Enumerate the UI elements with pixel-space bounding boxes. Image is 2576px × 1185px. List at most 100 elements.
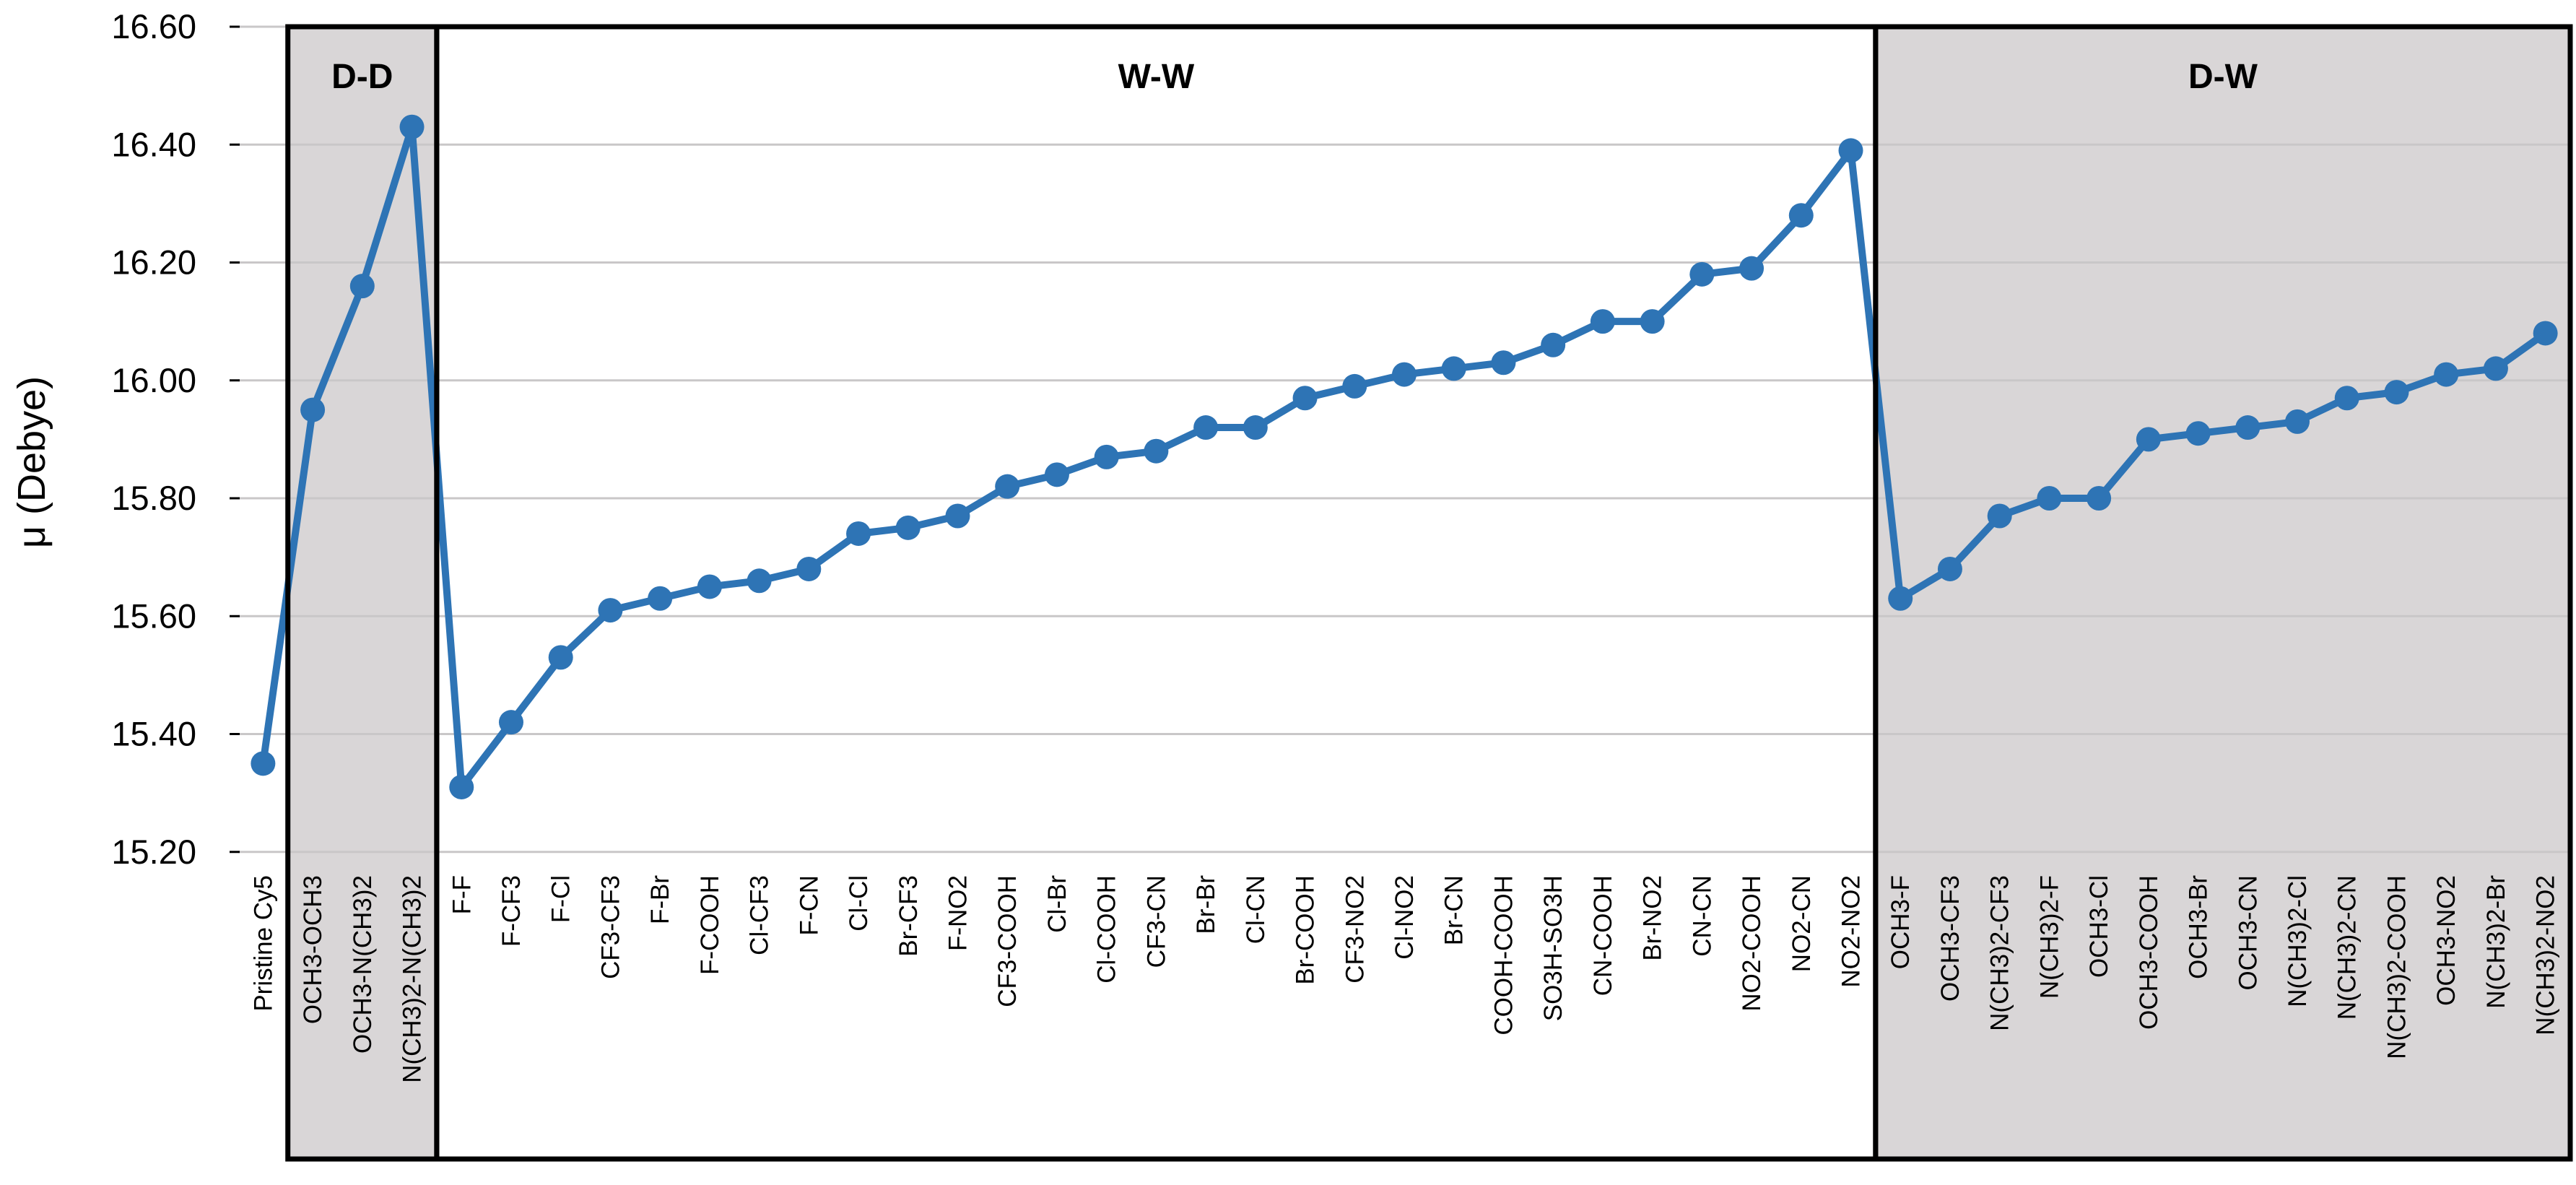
data-point [449, 774, 474, 799]
data-point [2136, 427, 2161, 452]
y-axis-title: μ (Debye) [10, 376, 53, 548]
x-category-label: OCH3-Cl [2085, 875, 2113, 978]
data-point [2533, 321, 2558, 346]
data-point [846, 521, 871, 546]
x-category-label: NO2-COOH [1738, 875, 1766, 1012]
x-category-label: OCH3-OCH3 [299, 875, 327, 1024]
data-point [1292, 386, 1318, 411]
data-point [349, 274, 375, 299]
data-point [1392, 362, 1417, 387]
data-point [300, 397, 326, 422]
data-point [697, 574, 722, 599]
x-category-label: Br-NO2 [1639, 875, 1667, 961]
data-point [548, 645, 573, 670]
x-category-label: OCH3-Br [2185, 875, 2213, 979]
data-point [251, 751, 276, 776]
data-point [1342, 373, 1367, 399]
x-category-label: Cl-COOH [1093, 875, 1121, 984]
x-category-label: OCH3-F [1887, 875, 1915, 969]
data-point [2235, 415, 2260, 440]
x-category-label: SO3H-SO3H [1539, 875, 1567, 1021]
data-point [399, 114, 425, 139]
data-point [2285, 409, 2310, 434]
x-category-label: Cl-Cl [845, 875, 873, 932]
x-category-label: Cl-CF3 [746, 875, 774, 955]
region-fill-D-D [287, 27, 437, 1159]
x-category-label: Br-COOH [1292, 875, 1320, 985]
x-category-label: NO2-NO2 [1837, 875, 1866, 988]
x-category-label: N(CH3)2-COOH [2383, 875, 2411, 1059]
x-category-label: N(CH3)2-Br [2482, 875, 2510, 1009]
data-point [2483, 356, 2508, 381]
x-category-label: Br-Br [1192, 875, 1220, 934]
data-point [2434, 362, 2459, 387]
y-tick-label: 16.00 [111, 361, 196, 399]
data-point [1541, 332, 1566, 357]
data-point [2087, 486, 2112, 511]
x-category-label: CF3-CF3 [596, 875, 625, 979]
x-category-label: CF3-COOH [993, 875, 1022, 1007]
data-point [895, 515, 921, 540]
x-category-label: Br-CF3 [895, 875, 923, 957]
data-point [1193, 415, 1219, 440]
data-point [1094, 444, 1119, 469]
data-point [2334, 386, 2359, 411]
x-category-label: COOH-COOH [1489, 875, 1518, 1036]
data-point [1987, 503, 2012, 529]
data-point [2185, 421, 2211, 446]
x-category-label: F-NO2 [944, 875, 972, 951]
x-category-label: NO2-CN [1788, 875, 1816, 972]
data-point [1044, 462, 1069, 487]
data-point [1243, 415, 1268, 440]
y-tick-label: 16.60 [111, 7, 196, 45]
data-point [2384, 380, 2409, 405]
data-point [945, 503, 970, 529]
x-category-label: N(CH3)2-CN [2333, 875, 2362, 1020]
x-category-label: F-CN [795, 875, 823, 936]
x-category-label: CN-CN [1688, 875, 1716, 957]
x-category-label: Pristine Cy5 [249, 875, 277, 1012]
data-point [1590, 309, 1615, 334]
x-category-label: N(CH3)2-CF3 [1986, 875, 2014, 1031]
region-label-W-W: W-W [1118, 58, 1195, 96]
y-tick-label: 15.20 [111, 833, 196, 871]
data-point [1838, 138, 1863, 163]
data-point [1689, 261, 1715, 287]
data-point [995, 474, 1020, 499]
y-tick-label: 16.20 [111, 243, 196, 282]
y-tick-label: 15.40 [111, 715, 196, 753]
x-category-label: Cl-CN [1242, 875, 1270, 944]
data-point [1739, 256, 1765, 281]
data-point [1788, 203, 1814, 228]
data-point [648, 586, 673, 611]
x-category-label: N(CH3)2-NO2 [2532, 875, 2560, 1036]
region-label-D-D: D-D [331, 58, 393, 96]
x-category-label: OCH3-NO2 [2432, 875, 2460, 1006]
x-category-label: Br-CN [1440, 875, 1468, 945]
region-border-D-W [1873, 24, 2573, 1162]
x-category-label: OCH3-CN [2234, 875, 2262, 990]
x-category-label: OCH3-N(CH3)2 [349, 875, 377, 1054]
data-point [796, 556, 822, 581]
data-point [598, 598, 623, 623]
data-point [1888, 586, 1913, 611]
data-point [1937, 556, 1962, 581]
region-label-D-W: D-W [2188, 58, 2258, 96]
x-category-label: Cl-Br [1043, 875, 1071, 933]
data-point [1144, 438, 1169, 464]
data-point [498, 710, 523, 735]
x-category-label: N(CH3)2-N(CH3)2 [399, 875, 427, 1083]
y-tick-label: 15.80 [111, 479, 196, 517]
x-category-label: F-Br [646, 875, 674, 924]
x-category-label: F-Cl [547, 875, 575, 923]
data-point [1491, 350, 1516, 376]
x-category-label: CF3-CN [1142, 875, 1170, 968]
x-category-label: OCH3-COOH [2135, 875, 2163, 1030]
x-category-label: Cl-NO2 [1391, 875, 1419, 960]
data-point [747, 568, 772, 594]
x-category-label: F-CF3 [497, 875, 526, 947]
x-category-label: F-F [448, 875, 476, 914]
data-point [1640, 309, 1665, 334]
